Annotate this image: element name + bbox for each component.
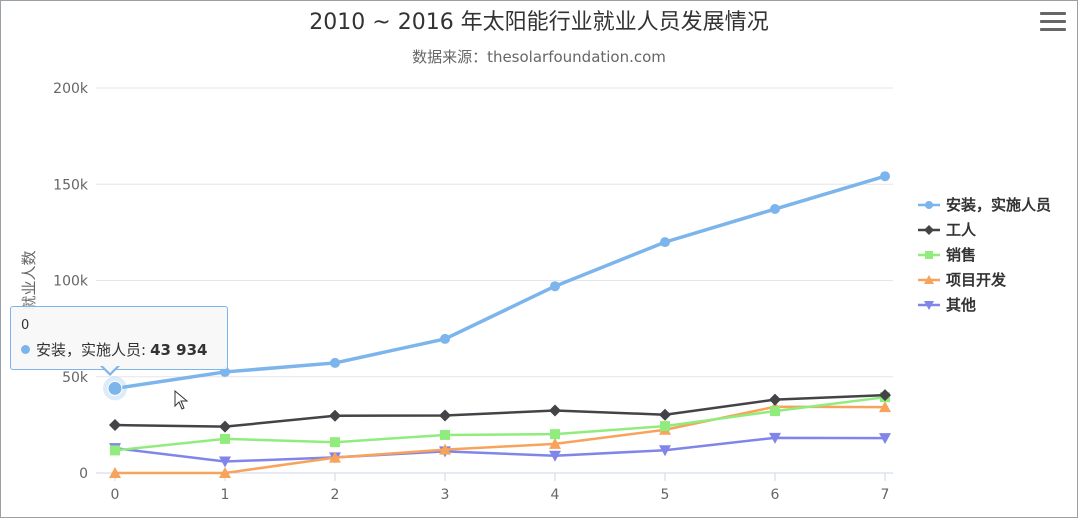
data-point-marker [220,433,230,444]
legend-symbol [918,200,940,209]
x-tick-label: 0 [111,487,120,503]
data-point-marker [440,429,450,440]
data-point-marker [659,408,671,421]
data-point-marker [549,437,561,449]
data-point-marker [550,429,560,440]
y-tick-label: 50k [62,370,89,386]
menu-bar [1040,28,1066,31]
x-tick-label: 4 [551,487,560,503]
tooltip-pointer-inner [102,365,118,373]
legend-item[interactable]: 其他 [918,292,1051,317]
y-tick-label: 0 [79,466,88,482]
y-tick-label: 100k [53,274,89,290]
x-tick-label: 6 [771,487,780,503]
data-point-marker [219,467,231,478]
x-tick-label: 7 [881,487,890,503]
x-tick-label: 1 [221,487,230,503]
data-point-marker [925,250,933,259]
legend-label: 销售 [946,246,977,264]
legend-symbol [918,274,940,284]
tooltip-separator: : [141,341,147,359]
data-point-marker [879,401,891,413]
data-point-marker [549,450,561,462]
legend-label: 项目开发 [946,271,1007,289]
y-tick-label: 200k [53,81,89,97]
legend-symbol [918,224,940,235]
data-point-marker [769,393,781,406]
data-point-marker [549,404,561,417]
data-point-marker [440,333,450,344]
legend-item[interactable]: 安装，实施人员 [918,192,1051,217]
series-line [113,395,887,452]
series-line [113,405,887,475]
data-point-marker [219,456,231,468]
data-point-marker [924,224,934,235]
data-point-marker [770,406,780,417]
data-point-marker [879,389,891,402]
mouse-cursor-icon [174,390,189,410]
x-tick-label: 3 [441,487,450,503]
legend-symbol [918,250,940,259]
data-point-marker [660,237,670,248]
y-axis-title: 就业人数 [20,250,38,310]
tooltip-value: 43 934 [150,341,208,359]
chart-title: 2010 ~ 2016 年太阳能行业就业人员发展情况 [309,10,769,35]
tooltip-header: 0 [21,318,30,333]
data-point-marker [770,204,780,215]
data-point-marker [330,437,340,448]
data-point-marker [439,443,451,455]
data-point-marker [880,171,890,182]
data-point-marker [659,445,671,457]
data-point-marker [219,420,231,433]
series-line [113,436,887,463]
data-point-marker [924,300,934,310]
legend-item[interactable]: 项目开发 [918,267,1051,292]
data-point-marker [925,200,933,209]
menu-bar [1040,12,1066,15]
data-point-marker [439,409,451,422]
legend-item[interactable]: 销售 [918,242,1051,267]
data-point-marker [109,419,121,432]
legend-label: 其他 [946,296,977,314]
hovered-point-marker [107,380,123,396]
chart-subtitle: 数据来源：thesolarfoundation.com [412,48,666,66]
tooltip-series-dot [21,345,30,354]
legend-label: 安装，实施人员 [946,196,1052,214]
series-line [113,393,887,428]
chart-legend: 安装，实施人员 工人销售项目开发其他 [918,192,1051,317]
hamburger-menu-icon[interactable] [1040,12,1066,34]
data-point-marker [329,451,341,463]
tooltip-row: 安装，实施人员: 43 934 [21,339,208,360]
legend-item[interactable]: 工人 [918,217,1051,242]
legend-label: 工人 [946,221,977,239]
x-tick-label: 2 [331,487,340,503]
data-point-marker [109,467,121,478]
data-point-marker [329,409,341,422]
menu-bar [1040,20,1066,23]
data-point-marker [550,281,560,292]
data-point-marker [330,357,340,368]
series-line [113,174,887,391]
chart-tooltip: 0 安装，实施人员: 43 934 [10,306,228,370]
x-tick-label: 5 [661,487,670,503]
tooltip-series-name: 安装，实施人员 [36,341,142,359]
data-point-marker [924,274,934,284]
data-point-marker [660,421,670,432]
legend-symbol [918,300,940,310]
data-point-marker [769,432,781,444]
data-point-marker [110,445,120,456]
y-tick-label: 150k [53,177,89,193]
data-point-marker [879,433,891,445]
